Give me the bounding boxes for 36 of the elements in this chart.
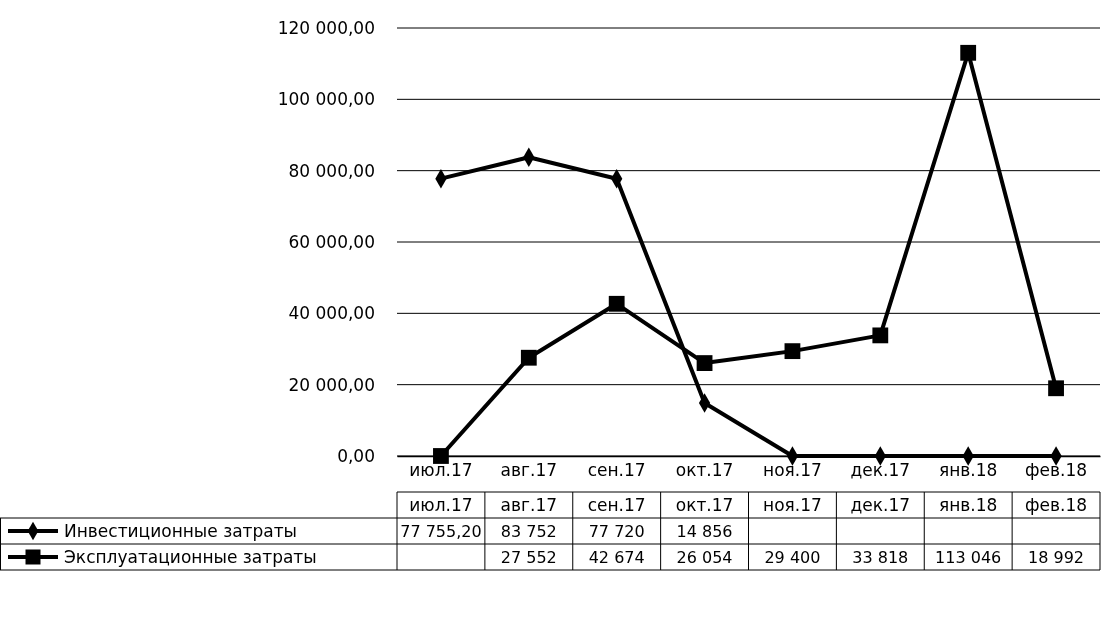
x-tick-label: сен.17 (587, 460, 646, 481)
data-label: 33 818 (852, 547, 909, 567)
y-tick-label: 0,00 (337, 445, 375, 466)
data-label: 26 054 (676, 547, 733, 567)
y-tick-label: 80 000,00 (288, 160, 375, 181)
y-tick-label: 20 000,00 (288, 374, 375, 395)
legend-label: Инвестиционные затраты (64, 520, 298, 541)
y-tick-label: 100 000,00 (277, 89, 375, 110)
data-label: 83 752 (500, 521, 557, 541)
x-tick-label: ноя.17 (763, 460, 822, 481)
legend-label: Эксплуатационные затраты (64, 546, 317, 567)
category-label: ноя.17 (763, 494, 822, 515)
x-tick-label: фев.18 (1025, 460, 1088, 481)
y-tick-label: 40 000,00 (288, 303, 375, 324)
category-label: янв.18 (938, 494, 998, 515)
data-label: 29 400 (764, 547, 821, 567)
data-label: 113 046 (935, 547, 1002, 567)
data-label: 18 992 (1028, 547, 1085, 567)
data-label: 77 755,20 (400, 521, 482, 541)
y-tick-label: 120 000,00 (277, 17, 375, 38)
category-label: дек.17 (850, 494, 911, 515)
category-label: авг.17 (500, 494, 558, 515)
data-label: 14 856 (676, 521, 733, 541)
x-tick-label: окт.17 (675, 460, 734, 481)
category-label: окт.17 (675, 494, 734, 515)
category-label: июл.17 (409, 494, 473, 515)
category-label: фев.18 (1025, 494, 1088, 515)
data-label: 42 674 (588, 547, 645, 567)
x-tick-label: авг.17 (500, 460, 558, 481)
y-tick-label: 60 000,00 (288, 231, 375, 252)
x-tick-label: дек.17 (850, 460, 911, 481)
category-label: сен.17 (587, 494, 646, 515)
data-label: 77 720 (588, 521, 645, 541)
data-label: 27 552 (500, 547, 557, 567)
x-tick-label: июл.17 (409, 460, 473, 481)
x-tick-label: янв.18 (938, 460, 998, 481)
